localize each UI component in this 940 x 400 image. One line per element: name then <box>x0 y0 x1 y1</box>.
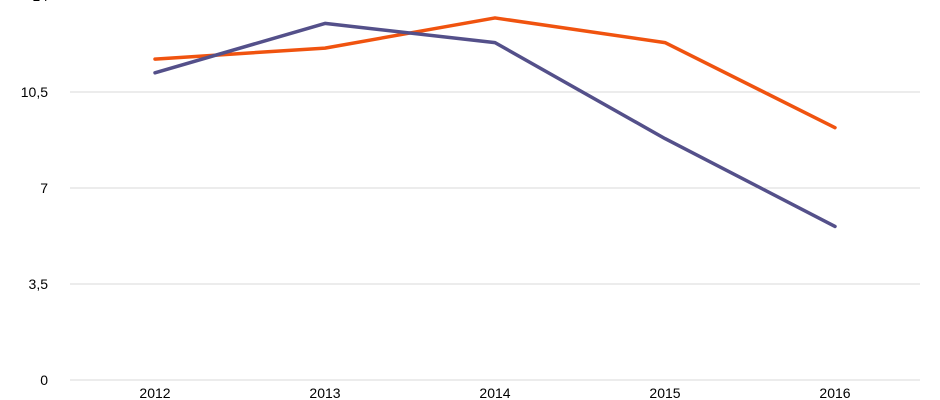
y-tick-label: 0 <box>40 372 48 388</box>
y-tick-label: 3,5 <box>29 276 49 292</box>
series-lines <box>153 16 837 229</box>
series-line-1 <box>153 16 837 130</box>
y-tick-label: 14 <box>32 0 48 4</box>
y-tick-label: 10,5 <box>21 84 48 100</box>
y-axis-ticks: 0 3,5 7 10,5 14 <box>21 0 48 388</box>
x-tick-label: 2013 <box>309 385 340 400</box>
x-tick-label: 2016 <box>819 385 850 400</box>
x-tick-label: 2014 <box>479 385 510 400</box>
gridlines <box>70 91 920 381</box>
x-axis-ticks: 2012 2013 2014 2015 2016 <box>139 385 850 400</box>
y-tick-label: 7 <box>40 180 48 196</box>
x-tick-label: 2012 <box>139 385 170 400</box>
x-tick-label: 2015 <box>649 385 680 400</box>
